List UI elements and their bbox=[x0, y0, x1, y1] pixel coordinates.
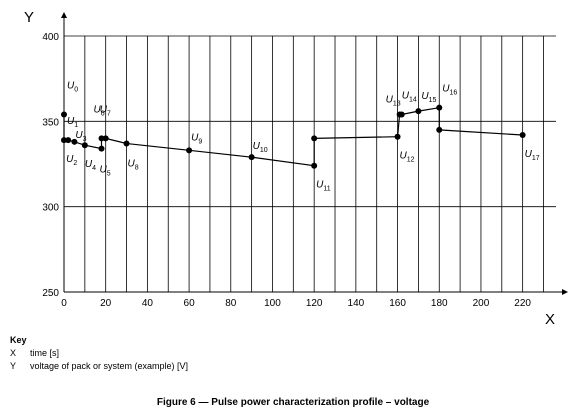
key-symbol-y: Y bbox=[10, 361, 17, 371]
data-point-label: U10 bbox=[253, 141, 268, 154]
data-point bbox=[311, 162, 318, 169]
data-point-label: U17 bbox=[525, 149, 540, 162]
data-point-label: U14 bbox=[402, 91, 417, 104]
x-tick-label: 220 bbox=[514, 298, 531, 309]
data-point bbox=[311, 135, 318, 142]
y-tick-label: 300 bbox=[42, 203, 59, 214]
data-point-label: U1 bbox=[67, 116, 78, 129]
figure-caption: Figure 6 — Pulse power characterization … bbox=[156, 397, 430, 408]
data-point bbox=[186, 147, 193, 154]
key-symbol-x: X bbox=[10, 348, 17, 358]
data-point bbox=[65, 137, 72, 144]
y-axis-label: Y bbox=[24, 9, 34, 26]
data-point bbox=[98, 135, 105, 142]
data-point bbox=[248, 154, 255, 161]
data-point-label: U3 bbox=[75, 130, 86, 143]
data-point bbox=[98, 145, 105, 152]
data-point bbox=[81, 142, 88, 149]
data-point-label: U12 bbox=[400, 151, 415, 164]
key-row-y: Y voltage of pack or system (example) [V… bbox=[10, 360, 188, 373]
x-tick-label: 180 bbox=[431, 298, 448, 309]
x-tick-label: 120 bbox=[306, 298, 323, 309]
data-point-label: U0 bbox=[67, 81, 78, 94]
data-point-label: U15 bbox=[421, 91, 436, 104]
data-point bbox=[61, 111, 67, 118]
data-point-label: U6 bbox=[94, 104, 105, 117]
data-point bbox=[102, 135, 109, 142]
y-axis-arrow bbox=[61, 12, 67, 18]
data-point-label: U7 bbox=[100, 104, 111, 117]
x-tick-label: 80 bbox=[225, 298, 237, 309]
y-tick-label: 400 bbox=[42, 32, 59, 43]
data-point-label: U9 bbox=[191, 132, 202, 145]
x-tick-label: 140 bbox=[348, 298, 365, 309]
y-tick-label: 350 bbox=[42, 117, 59, 128]
data-point bbox=[394, 133, 401, 140]
data-point bbox=[123, 140, 130, 147]
data-point-label: U11 bbox=[316, 180, 331, 193]
data-point bbox=[71, 138, 78, 145]
x-tick-label: 100 bbox=[264, 298, 281, 309]
data-point bbox=[61, 137, 67, 144]
x-tick-label: 20 bbox=[100, 298, 112, 309]
data-point bbox=[436, 126, 443, 133]
data-point-label: U2 bbox=[66, 154, 77, 167]
data-point bbox=[415, 108, 422, 115]
x-tick-label: 60 bbox=[184, 298, 196, 309]
x-tick-label: 40 bbox=[142, 298, 154, 309]
data-point-label: U5 bbox=[100, 165, 111, 178]
key-text-y: voltage of pack or system (example) [V] bbox=[30, 361, 189, 371]
key-text-x: time [s] bbox=[30, 348, 60, 358]
key: Key X time [s] Y voltage of pack or syst… bbox=[10, 334, 188, 373]
data-point-label: U8 bbox=[128, 159, 139, 172]
data-point bbox=[436, 104, 443, 111]
x-tick-label: 0 bbox=[61, 298, 67, 309]
y-tick-label: 250 bbox=[42, 288, 59, 299]
data-point-label: U16 bbox=[442, 84, 457, 97]
data-point-label: U4 bbox=[85, 159, 96, 172]
data-point bbox=[519, 131, 526, 138]
data-point-label: U13 bbox=[386, 95, 401, 108]
x-axis-arrow bbox=[562, 289, 568, 295]
key-row-x: X time [s] bbox=[10, 347, 188, 360]
key-title: Key bbox=[10, 335, 27, 345]
chart: X Y 0 20 40 60 80 100 120 140 160 180 200 220 250 300 35… bbox=[24, 9, 568, 328]
x-axis-label: X bbox=[545, 311, 555, 328]
x-tick-label: 160 bbox=[389, 298, 406, 309]
x-tick-label: 200 bbox=[473, 298, 490, 309]
data-point bbox=[398, 111, 405, 118]
